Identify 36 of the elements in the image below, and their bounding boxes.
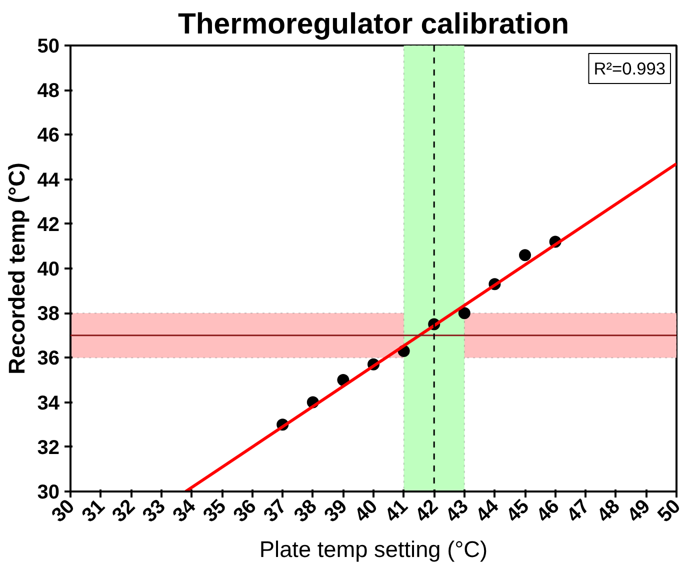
x-tick-label: 50: [654, 495, 685, 527]
x-tick-label: 41: [381, 495, 412, 527]
x-tick-label: 38: [290, 495, 322, 527]
annotation: R²=0.993: [594, 58, 666, 78]
x-tick-label: 47: [562, 495, 594, 527]
x-tick-label: 42: [411, 495, 443, 527]
y-tick-label: 50: [37, 36, 60, 58]
x-tick-label: 40: [350, 495, 382, 527]
point: [458, 307, 470, 320]
y-tick-label: 36: [37, 348, 60, 370]
x-tick-label: 35: [199, 495, 230, 527]
point: [519, 249, 531, 262]
x-tick-label: 49: [623, 495, 655, 527]
y-tick-label: 32: [37, 436, 60, 459]
y-tick-label: 38: [37, 303, 60, 326]
y-tick-label: 48: [37, 80, 60, 102]
y-tick-label: 40: [37, 258, 60, 280]
x-tick-label: 43: [442, 495, 473, 527]
x-tick-label: 37: [260, 495, 292, 527]
chart-title: Thermoregulator calibration: [178, 8, 570, 40]
x-tick-label: 48: [593, 495, 624, 527]
y-tick-label: 42: [37, 214, 60, 236]
y-axis-title: Recorded temp (°C): [3, 162, 30, 374]
x-tick-label: 45: [502, 495, 534, 527]
x-tick-label: 32: [108, 495, 140, 527]
x-tick-label: 44: [472, 494, 504, 527]
y-tick-label: 34: [37, 392, 60, 414]
y-tick-label: 46: [37, 124, 60, 147]
x-tick-label: 33: [138, 495, 170, 527]
x-tick-label: 39: [320, 495, 352, 527]
y-tick-label: 44: [37, 169, 60, 192]
x-tick-label: 31: [78, 495, 110, 527]
x-axis-title: Plate temp setting (°C): [259, 536, 488, 562]
x-tick-label: 36: [230, 495, 261, 527]
x-tick-label: 46: [532, 495, 564, 527]
x-tick-label: 34: [168, 494, 201, 527]
